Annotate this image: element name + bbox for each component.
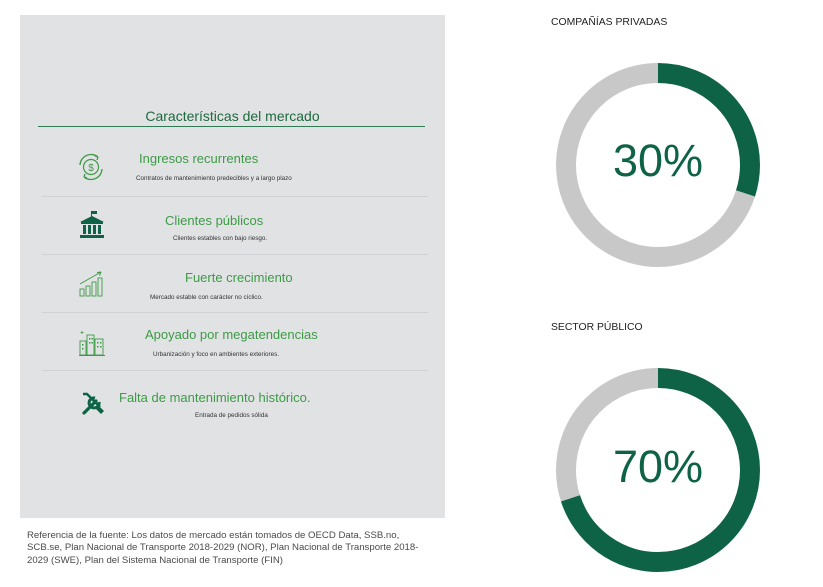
- list-item: Falta de mantenimiento histórico. Entrad…: [42, 371, 428, 429]
- donut-center-label: 70%: [612, 441, 704, 492]
- row-divider: [42, 196, 428, 197]
- title-divider: [38, 126, 425, 127]
- item-title: Clientes públicos: [165, 213, 264, 228]
- svg-text:$: $: [88, 163, 94, 174]
- government-building-icon: [77, 210, 107, 240]
- source-footnote: Referencia de la fuente: Los datos de me…: [27, 530, 419, 566]
- wrench-screwdriver-icon: [78, 389, 108, 419]
- recurring-dollar-icon: $: [76, 152, 106, 182]
- row-divider: [42, 370, 428, 371]
- list-item: Apoyado por megatendencias Urbanización …: [42, 313, 428, 371]
- donut-chart-public: [556, 368, 760, 572]
- row-divider: [42, 312, 428, 313]
- donut-slice-remainder: [556, 368, 760, 572]
- list-item: Clientes públicos Clientes estables con …: [42, 197, 428, 255]
- item-description: Contratos de mantenimiento predecibles y…: [136, 175, 292, 182]
- item-title: Apoyado por megatendencias: [145, 327, 318, 342]
- item-title: Falta de mantenimiento histórico.: [119, 390, 311, 405]
- city-buildings-icon: [77, 329, 107, 359]
- item-description: Entrada de pedidos sólida: [195, 412, 268, 419]
- item-title: Fuerte crecimiento: [185, 270, 293, 285]
- item-description: Urbanización y foco en ambientes exterio…: [153, 351, 280, 358]
- donut-slice-remainder: [556, 63, 760, 267]
- item-description: Clientes estables con bajo riesgo.: [173, 235, 268, 242]
- panel-title: Características del mercado: [145, 108, 320, 124]
- donut-chart-private: [556, 63, 760, 267]
- growth-bars-icon: [77, 269, 107, 299]
- list-item: Fuerte crecimiento Mercado estable con c…: [42, 255, 428, 313]
- item-title: Ingresos recurrentes: [139, 151, 259, 166]
- item-description: Mercado estable con carácter no cíclico.: [150, 294, 263, 301]
- market-characteristics-panel: Características del mercado $ Ingresos r…: [20, 15, 445, 518]
- row-divider: [42, 254, 428, 255]
- donut-center-label: 30%: [612, 135, 704, 186]
- chart-title-private: COMPAÑÍAS PRIVADAS: [551, 17, 668, 28]
- chart-title-public: SECTOR PÚBLICO: [551, 322, 643, 333]
- list-item: $ Ingresos recurrentes Contratos de mant…: [42, 139, 428, 197]
